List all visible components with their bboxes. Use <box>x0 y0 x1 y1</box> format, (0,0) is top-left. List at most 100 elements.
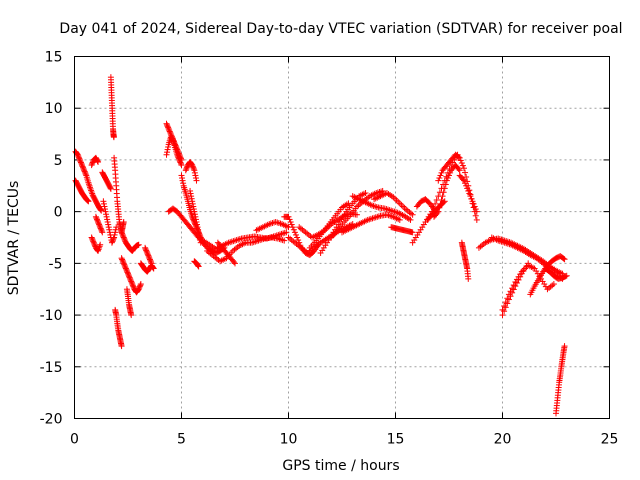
data-point <box>499 312 506 319</box>
plot-frame <box>74 56 610 419</box>
data-point <box>560 255 567 262</box>
data-point <box>93 215 100 222</box>
data-point <box>121 237 128 244</box>
series-sat-t <box>182 158 200 184</box>
data-point <box>146 255 153 262</box>
series-sat-a <box>72 148 105 214</box>
data-point <box>189 163 196 170</box>
data-point <box>144 251 151 258</box>
series-sat-ax <box>553 343 568 417</box>
data-point <box>119 257 126 264</box>
data-point <box>189 198 196 205</box>
data-points <box>72 74 570 417</box>
data-point <box>148 260 155 267</box>
data-point <box>150 265 157 272</box>
data-point <box>502 304 509 311</box>
data-point <box>98 226 105 233</box>
data-point <box>194 221 201 228</box>
data-point <box>90 238 97 245</box>
data-point <box>111 234 118 241</box>
data-point <box>130 283 137 290</box>
data-point <box>463 173 470 180</box>
series-sat-x <box>204 234 288 265</box>
data-point <box>444 175 451 182</box>
data-point <box>78 162 85 169</box>
data-point <box>109 238 116 245</box>
data-point <box>195 262 202 269</box>
data-point <box>142 246 149 253</box>
data-point <box>125 271 132 278</box>
data-point <box>182 167 189 174</box>
data-point <box>90 239 97 246</box>
data-point <box>190 164 197 171</box>
data-point <box>190 203 197 210</box>
data-point <box>195 226 202 233</box>
data-point <box>189 162 196 169</box>
data-point <box>95 220 102 227</box>
data-point <box>119 231 126 238</box>
data-point <box>147 257 154 264</box>
series-sat-y <box>214 239 238 267</box>
data-point <box>196 234 203 241</box>
series-sat-aq <box>458 239 472 282</box>
data-point <box>459 176 466 183</box>
data-point <box>96 221 103 228</box>
data-point <box>464 185 471 192</box>
data-point <box>438 197 445 204</box>
data-point <box>438 169 445 176</box>
data-point <box>504 300 511 307</box>
data-point <box>442 181 449 188</box>
data-point <box>98 228 105 235</box>
data-point <box>92 213 99 220</box>
series-sat-al <box>413 196 438 213</box>
data-point <box>175 154 182 161</box>
data-point <box>467 193 474 200</box>
data-point <box>120 233 127 240</box>
series-sat-ad <box>306 200 352 251</box>
series-sat-q <box>163 134 185 169</box>
data-point <box>94 157 101 164</box>
data-point <box>103 211 110 218</box>
x-tick-label: 0 <box>70 432 79 448</box>
data-point <box>457 157 464 164</box>
data-point <box>93 216 100 223</box>
data-point <box>379 187 386 194</box>
data-point <box>441 198 448 205</box>
data-point <box>136 284 143 291</box>
y-tick-label: -15 <box>40 360 63 376</box>
data-point <box>505 296 512 303</box>
series-sat-k <box>118 229 142 254</box>
series-sat-aj <box>388 224 416 236</box>
data-point <box>110 134 117 141</box>
data-point <box>460 165 467 172</box>
data-point <box>176 158 183 165</box>
data-point <box>507 293 514 300</box>
data-point <box>124 269 131 276</box>
data-point <box>97 224 104 231</box>
data-point <box>396 216 403 223</box>
data-point <box>187 190 194 197</box>
data-point <box>164 149 171 156</box>
series-sat-ag <box>339 211 403 236</box>
data-point <box>287 218 294 225</box>
data-point <box>166 128 173 135</box>
data-point <box>100 200 107 207</box>
data-point <box>84 197 91 204</box>
data-point <box>126 273 133 280</box>
data-point <box>77 158 84 165</box>
series-sat-v <box>191 258 202 270</box>
data-point <box>176 156 183 163</box>
data-point <box>127 275 134 282</box>
data-point <box>291 229 298 236</box>
series-sat-am <box>424 198 448 223</box>
data-point <box>128 278 135 285</box>
data-point <box>165 124 172 131</box>
data-point <box>122 265 129 272</box>
data-point <box>192 213 199 220</box>
data-point <box>281 237 288 244</box>
data-point <box>123 266 130 273</box>
data-point <box>118 343 125 350</box>
series-sat-o <box>142 244 155 267</box>
data-point <box>137 281 144 288</box>
data-point <box>189 215 196 222</box>
